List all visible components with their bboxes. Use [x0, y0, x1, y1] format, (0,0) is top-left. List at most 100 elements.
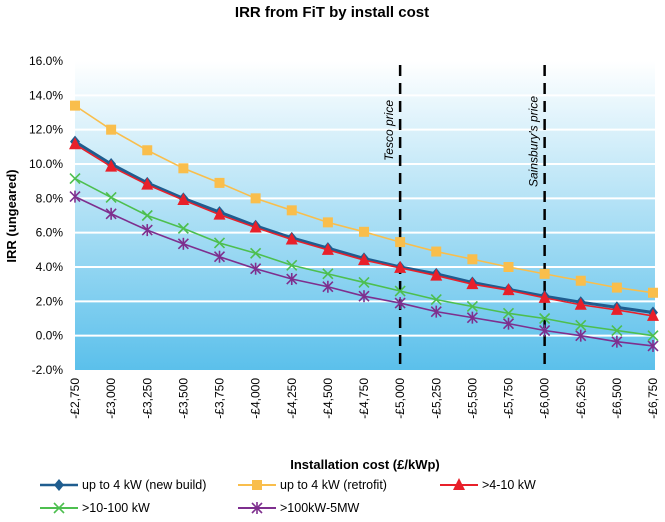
star-marker	[502, 317, 515, 330]
star-marker	[213, 250, 226, 263]
x-marker	[575, 319, 587, 331]
square-marker	[142, 145, 153, 156]
series-2	[70, 100, 658, 298]
x-marker	[69, 173, 81, 185]
triangle-marker	[466, 277, 479, 290]
y-tick-label: 8.0%	[36, 191, 64, 205]
x-marker	[430, 294, 442, 306]
y-tick-label: 4.0%	[36, 260, 64, 274]
x-marker	[141, 209, 153, 222]
triangle-marker	[69, 137, 81, 150]
y-tick-label: 6.0%	[36, 226, 64, 240]
legend-item: >100kW-5MW	[238, 501, 360, 515]
star-marker	[69, 190, 81, 203]
x-marker	[250, 247, 262, 259]
series-group	[69, 100, 659, 352]
triangle-marker	[141, 177, 154, 190]
x-marker	[213, 237, 226, 249]
x-marker	[358, 276, 370, 289]
triangle-marker	[285, 232, 298, 245]
annotation-label: Sainsbury's price	[527, 96, 541, 187]
x-tick-label: -£4,500	[321, 378, 335, 419]
x-tick-label: -£6,500	[610, 378, 624, 419]
y-tick-label: 16.0%	[29, 54, 63, 68]
square-marker	[503, 262, 514, 272]
x-tick-label: -£4,250	[285, 378, 299, 419]
legend-label: up to 4 kW (retrofit)	[280, 478, 387, 492]
legend: up to 4 kW (new build) up to 4 kW (retrof…	[40, 478, 536, 515]
y-tick-label: 10.0%	[29, 157, 63, 171]
star-marker	[539, 324, 551, 337]
x-tick-label: -£5,500	[465, 378, 479, 419]
star-marker	[647, 339, 659, 352]
triangle-marker	[610, 302, 623, 315]
x-marker	[466, 300, 478, 313]
square-marker	[70, 100, 80, 111]
x-marker	[502, 307, 515, 319]
triangle-marker	[105, 159, 118, 172]
x-axis-title: Installation cost (£/kWp)	[290, 457, 440, 472]
chart-title: IRR from FiT by install cost	[235, 4, 429, 21]
x-tick-label: -£3,500	[176, 378, 190, 419]
x-marker	[177, 222, 189, 234]
star-marker	[105, 207, 117, 220]
series-4	[69, 173, 659, 342]
x-tick-label: -£3,000	[104, 378, 118, 419]
square-marker	[648, 287, 658, 298]
triangle-marker	[538, 290, 551, 303]
square-marker	[539, 268, 550, 279]
triangle-marker	[213, 207, 226, 220]
square-marker	[250, 193, 261, 204]
plot-area	[75, 61, 655, 370]
y-axis-ticks: -2.0% 0.0% 2.0% 4.0% 6.0% 8.0% 10.0% 12.0% 14.0%…	[29, 54, 63, 377]
annotation-label: Tesco price	[382, 100, 396, 161]
diamond-marker	[54, 479, 64, 491]
triangle-marker	[574, 297, 587, 310]
square-marker	[214, 177, 225, 188]
star-marker	[322, 280, 334, 293]
triangle-marker	[321, 242, 334, 255]
legend-label: up to 4 kW (new build)	[82, 478, 206, 492]
x-marker	[322, 268, 334, 280]
x-tick-label: -£5,750	[502, 378, 516, 419]
y-tick-label: 14.0%	[29, 88, 63, 102]
legend-item: up to 4 kW (new build)	[40, 478, 206, 492]
star-marker	[250, 262, 262, 275]
x-tick-label: -£6,000	[538, 378, 552, 419]
square-marker	[359, 226, 369, 237]
square-marker	[395, 237, 406, 248]
legend-item: >4-10 kW	[440, 478, 536, 492]
x-tick-label: -£3,250	[140, 378, 154, 419]
x-marker	[286, 259, 298, 271]
square-marker	[611, 282, 622, 293]
x-marker	[647, 330, 659, 342]
star-marker	[394, 297, 406, 310]
y-tick-label: 2.0%	[36, 294, 64, 308]
x-tick-label: -£6,750	[646, 378, 660, 419]
star-marker	[177, 237, 189, 250]
triangle-marker	[358, 253, 370, 266]
triangle-marker	[177, 193, 190, 206]
series-3	[69, 137, 659, 321]
square-marker	[252, 480, 262, 490]
star-marker	[358, 290, 370, 303]
triangle-marker	[502, 283, 515, 296]
x-tick-label: -£3,750	[213, 378, 227, 419]
x-marker	[53, 502, 65, 514]
x-tick-label: -£2,750	[68, 378, 82, 419]
square-marker	[467, 254, 478, 265]
x-marker	[394, 285, 406, 297]
x-tick-label: -£5,000	[393, 378, 407, 419]
y-tick-label: 0.0%	[36, 329, 64, 343]
x-marker	[611, 324, 623, 337]
star-marker	[286, 273, 298, 286]
square-marker	[322, 217, 333, 228]
y-tick-label: 12.0%	[29, 123, 63, 137]
legend-item: >10-100 kW	[40, 501, 150, 515]
x-tick-label: -£4,000	[249, 378, 263, 419]
y-axis-title: IRR (ungeared)	[4, 169, 19, 262]
star-marker	[466, 311, 478, 324]
square-marker	[106, 124, 117, 135]
x-tick-label: -£4,750	[357, 378, 371, 419]
